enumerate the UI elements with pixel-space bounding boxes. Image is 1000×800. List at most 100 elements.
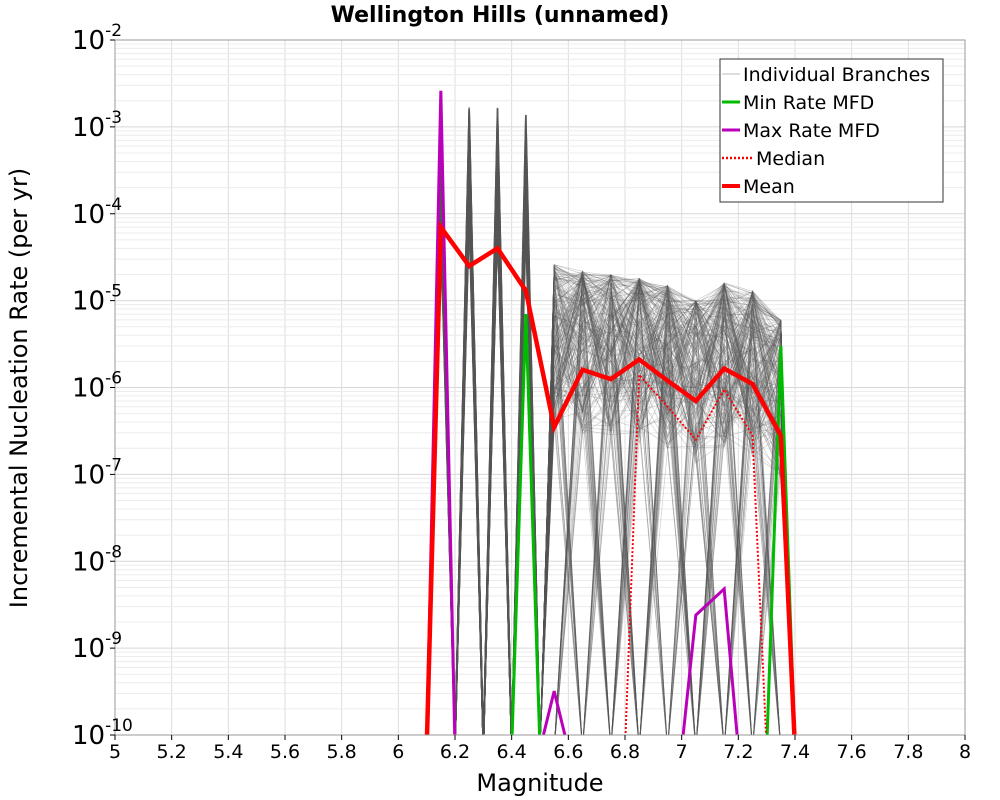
x-tick-label: 6.2 xyxy=(440,741,470,763)
branch-line xyxy=(540,280,795,735)
branch-line xyxy=(540,264,795,735)
branch-line xyxy=(540,277,795,735)
branch-line xyxy=(540,296,795,735)
branch-line xyxy=(540,271,795,735)
branch-line xyxy=(540,291,795,735)
branch-line xyxy=(540,271,795,735)
branch-line xyxy=(540,278,795,735)
branch-line xyxy=(482,228,513,735)
branch-line xyxy=(540,290,795,735)
branch-line xyxy=(540,264,795,735)
branch-line xyxy=(540,274,795,735)
branch-line xyxy=(540,303,795,735)
branch-line xyxy=(540,264,795,735)
y-axis-ticks: 10-10 10-9 10-8 10-7 10-6 10-5 10-4 10-3 10-2 xyxy=(72,21,133,751)
branch-line xyxy=(540,280,795,735)
branch-line xyxy=(540,273,795,735)
branch-line xyxy=(540,271,795,735)
branch-line xyxy=(540,266,795,735)
branch-line xyxy=(540,300,781,735)
y-tick-label: 10-8 xyxy=(72,542,122,577)
branch-line xyxy=(540,266,795,735)
branch-line xyxy=(540,283,795,735)
branch-line xyxy=(540,274,781,735)
branch-line xyxy=(540,279,795,735)
branch-line xyxy=(554,278,795,735)
branch-line xyxy=(540,285,795,735)
x-tick-label: 6 xyxy=(392,741,404,763)
y-tick-label: 10-9 xyxy=(72,629,122,664)
branch-line xyxy=(554,277,795,735)
branch-line xyxy=(540,270,780,735)
branch-line xyxy=(540,279,795,735)
branch-line xyxy=(540,293,781,735)
branch-line xyxy=(540,268,795,735)
x-tick-label: 6.6 xyxy=(553,741,583,763)
legend-label: Mean xyxy=(743,176,795,198)
branch-line xyxy=(540,284,795,735)
x-tick-label: 6.8 xyxy=(610,741,640,763)
branch-line xyxy=(540,279,795,735)
branch-line xyxy=(540,264,795,735)
branch-line xyxy=(540,275,795,735)
branch-line xyxy=(540,311,795,735)
branch-line xyxy=(554,300,795,735)
branch-line xyxy=(540,326,795,735)
branch-line xyxy=(540,273,795,735)
x-tick-label: 5.8 xyxy=(327,741,357,763)
branch-line xyxy=(540,293,795,735)
branch-line xyxy=(540,288,781,735)
legend-label: Median xyxy=(756,148,825,170)
branch-line xyxy=(554,284,795,735)
branch-line xyxy=(540,286,795,735)
branch-line xyxy=(540,288,795,735)
branch-line xyxy=(555,278,795,735)
branch-line xyxy=(540,265,795,735)
branch-line xyxy=(540,278,795,735)
branch-line xyxy=(554,292,795,735)
branch-line xyxy=(554,285,795,735)
branch-line xyxy=(540,293,795,735)
branch-line xyxy=(540,280,795,735)
x-axis-ticks: 5 5.2 5.4 5.6 5.8 6 6.2 6.4 6.6 6.8 7 7.2 7.4 7.6 7.8 8 xyxy=(109,735,971,763)
branch-line xyxy=(540,296,795,735)
branch-line xyxy=(554,283,795,735)
branch-line xyxy=(540,286,795,735)
branch-line xyxy=(540,296,795,735)
branch-line xyxy=(540,267,780,735)
branch-line xyxy=(540,275,795,735)
branch-line xyxy=(540,289,795,735)
branch-line xyxy=(540,272,795,735)
branch-line xyxy=(540,286,781,735)
branch-line xyxy=(540,276,795,735)
branch-line xyxy=(540,280,795,735)
branch-line xyxy=(540,306,795,735)
branch-line xyxy=(540,267,795,735)
branch-line xyxy=(540,290,795,735)
branch-line xyxy=(540,282,795,735)
branch-line xyxy=(554,270,795,735)
branch-line xyxy=(540,317,795,735)
branch-line xyxy=(540,285,795,735)
branch-line xyxy=(540,308,795,735)
branch-line xyxy=(540,273,780,735)
branch-line xyxy=(540,274,795,735)
branch-line xyxy=(540,328,795,735)
branch-line xyxy=(540,274,795,735)
branch-line xyxy=(540,275,795,735)
branch-line xyxy=(540,282,795,735)
branch-line xyxy=(540,308,795,735)
y-tick-label: 10-4 xyxy=(72,195,122,230)
branch-line xyxy=(540,266,795,735)
branch-line xyxy=(540,268,795,735)
branch-line xyxy=(540,273,795,735)
branch-line xyxy=(511,161,541,735)
x-tick-label: 5.2 xyxy=(157,741,187,763)
branch-line xyxy=(540,282,795,735)
branch-line xyxy=(540,286,795,735)
branch-line xyxy=(540,276,795,735)
branch-line xyxy=(540,274,795,735)
branch-line xyxy=(540,264,795,735)
branch-line xyxy=(554,275,795,735)
branch-line xyxy=(540,291,795,735)
